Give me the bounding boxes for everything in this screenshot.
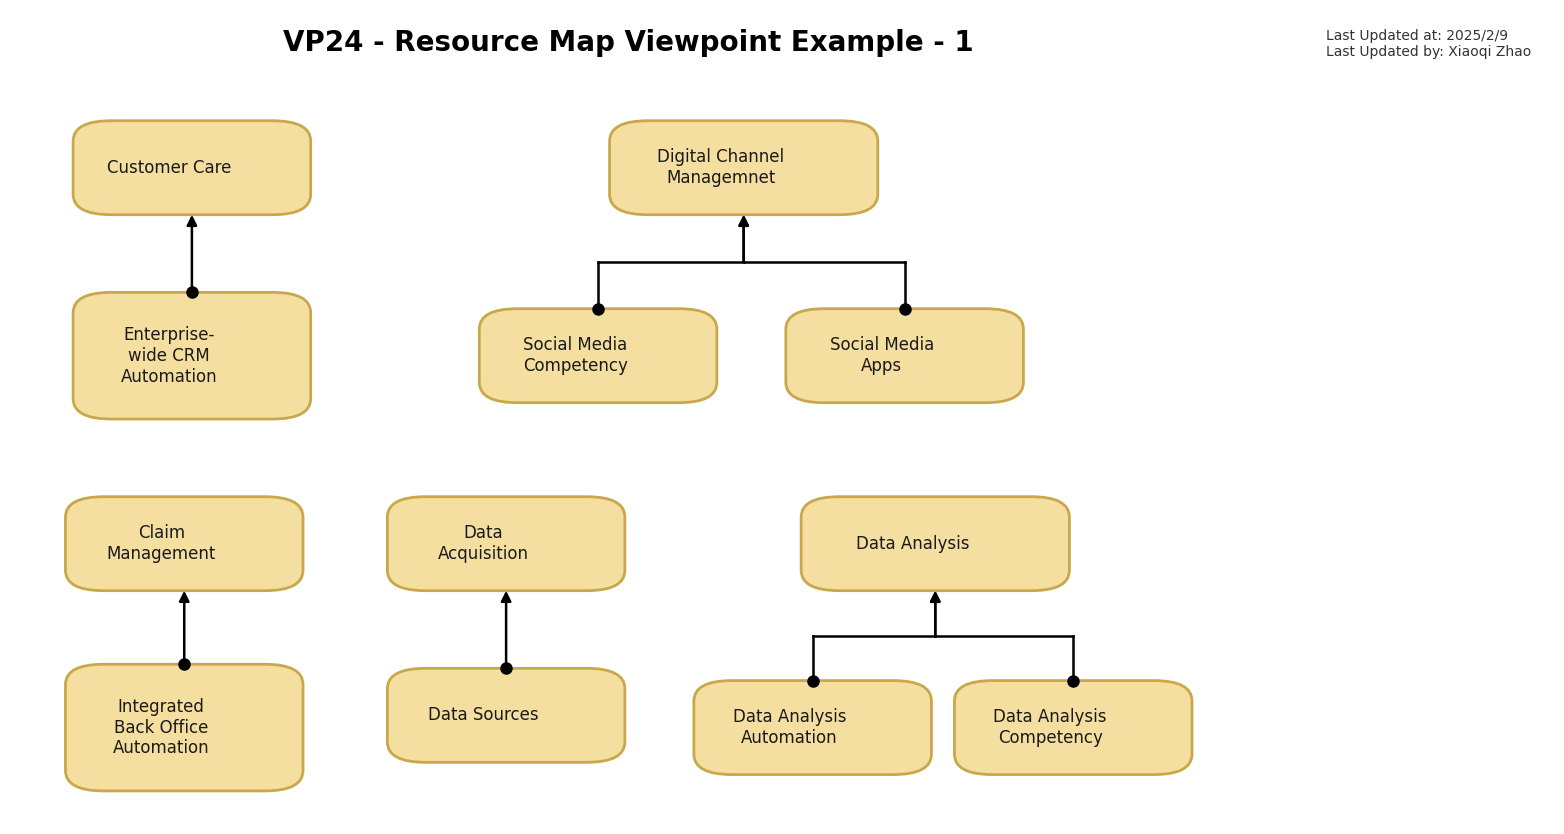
- Text: Data Analysis
Competency: Data Analysis Competency: [993, 708, 1107, 747]
- FancyBboxPatch shape: [954, 681, 1192, 775]
- Bar: [978, 330, 985, 344]
- Bar: [968, 330, 976, 344]
- Bar: [863, 698, 904, 721]
- FancyBboxPatch shape: [66, 664, 303, 791]
- Bar: [557, 686, 597, 708]
- Bar: [816, 131, 832, 147]
- Bar: [597, 691, 605, 702]
- Bar: [838, 131, 852, 147]
- FancyBboxPatch shape: [388, 497, 626, 590]
- Bar: [1137, 702, 1145, 716]
- FancyBboxPatch shape: [388, 668, 626, 762]
- Bar: [876, 702, 884, 716]
- Text: Social Media
Competency: Social Media Competency: [522, 336, 627, 375]
- Bar: [239, 686, 246, 700]
- Text: Digital Channel
Managemnet: Digital Channel Managemnet: [657, 148, 784, 187]
- Bar: [1009, 507, 1024, 523]
- Bar: [258, 686, 264, 700]
- Bar: [671, 330, 679, 344]
- Bar: [249, 686, 255, 700]
- Bar: [1146, 702, 1154, 716]
- Bar: [242, 309, 285, 332]
- FancyBboxPatch shape: [74, 293, 311, 419]
- Bar: [1029, 507, 1045, 523]
- Bar: [1125, 698, 1165, 721]
- Bar: [263, 528, 278, 543]
- Bar: [866, 702, 874, 716]
- Bar: [277, 687, 283, 699]
- Bar: [266, 314, 272, 328]
- Bar: [242, 507, 258, 523]
- Bar: [652, 330, 660, 344]
- Bar: [250, 152, 264, 168]
- Bar: [959, 330, 967, 344]
- Bar: [1128, 702, 1134, 716]
- Text: Integrated
Back Office
Automation: Integrated Back Office Automation: [113, 698, 210, 757]
- Text: Enterprise-
wide CRM
Automation: Enterprise- wide CRM Automation: [120, 326, 217, 385]
- Text: Data Sources: Data Sources: [429, 706, 538, 724]
- Bar: [838, 152, 852, 168]
- Bar: [996, 332, 1003, 343]
- Bar: [285, 315, 291, 327]
- Bar: [1029, 528, 1045, 543]
- Bar: [271, 152, 286, 168]
- Bar: [565, 528, 579, 543]
- FancyBboxPatch shape: [610, 121, 877, 214]
- Text: Data
Acquisition: Data Acquisition: [438, 525, 529, 563]
- Bar: [250, 131, 264, 147]
- FancyBboxPatch shape: [479, 309, 716, 403]
- FancyBboxPatch shape: [74, 121, 311, 214]
- Bar: [569, 690, 577, 704]
- Bar: [263, 507, 278, 523]
- Bar: [887, 702, 893, 716]
- Bar: [662, 330, 669, 344]
- Bar: [271, 131, 286, 147]
- Text: Customer Care: Customer Care: [106, 158, 231, 177]
- FancyBboxPatch shape: [66, 497, 303, 590]
- Bar: [1165, 704, 1171, 715]
- Bar: [816, 152, 832, 168]
- Bar: [235, 681, 277, 704]
- FancyBboxPatch shape: [694, 681, 932, 775]
- Bar: [560, 690, 568, 704]
- Bar: [1009, 528, 1024, 543]
- Bar: [580, 690, 586, 704]
- Bar: [246, 314, 253, 328]
- Bar: [242, 528, 258, 543]
- Text: Data Analysis: Data Analysis: [856, 535, 970, 553]
- Text: Last Updated at: 2025/2/9
Last Updated by: Xiaoqi Zhao: Last Updated at: 2025/2/9 Last Updated b…: [1326, 29, 1531, 59]
- Bar: [690, 332, 696, 343]
- Text: Claim
Management: Claim Management: [106, 525, 216, 563]
- FancyBboxPatch shape: [785, 309, 1023, 403]
- Bar: [585, 507, 601, 523]
- Bar: [649, 326, 690, 349]
- Text: Social Media
Apps: Social Media Apps: [829, 336, 934, 375]
- Bar: [585, 528, 601, 543]
- Text: VP24 - Resource Map Viewpoint Example - 1: VP24 - Resource Map Viewpoint Example - …: [283, 29, 974, 57]
- FancyBboxPatch shape: [801, 497, 1070, 590]
- Bar: [256, 314, 263, 328]
- Bar: [904, 704, 912, 715]
- Text: Data Analysis
Automation: Data Analysis Automation: [734, 708, 846, 747]
- Bar: [956, 326, 996, 349]
- Bar: [565, 507, 579, 523]
